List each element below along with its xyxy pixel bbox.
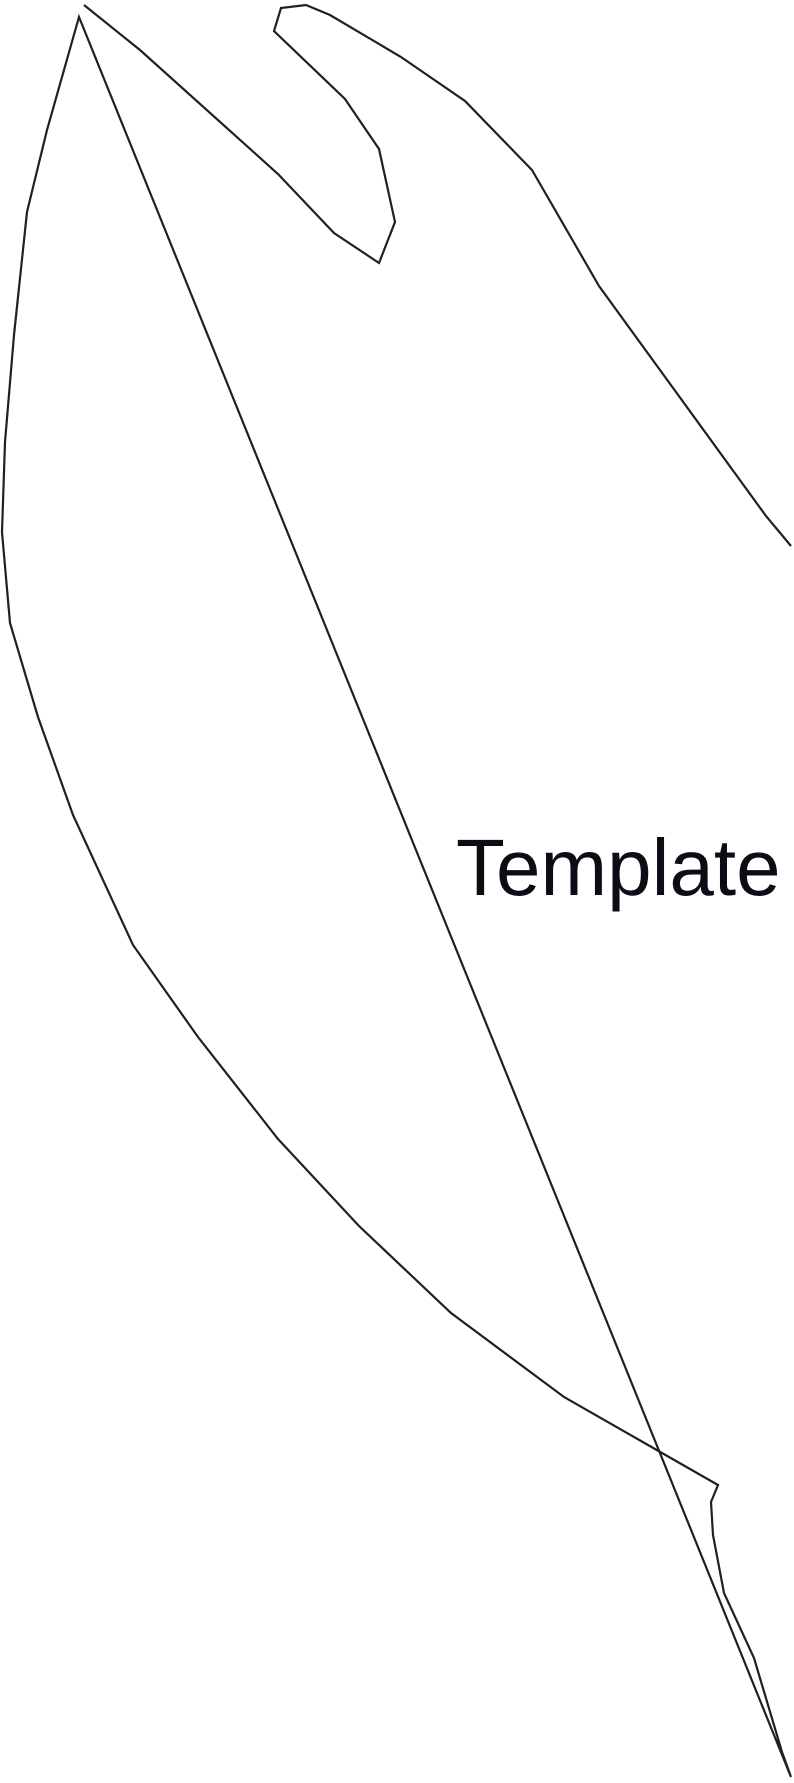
shape-outline (0, 3, 793, 1778)
template-label: Template (456, 823, 781, 912)
